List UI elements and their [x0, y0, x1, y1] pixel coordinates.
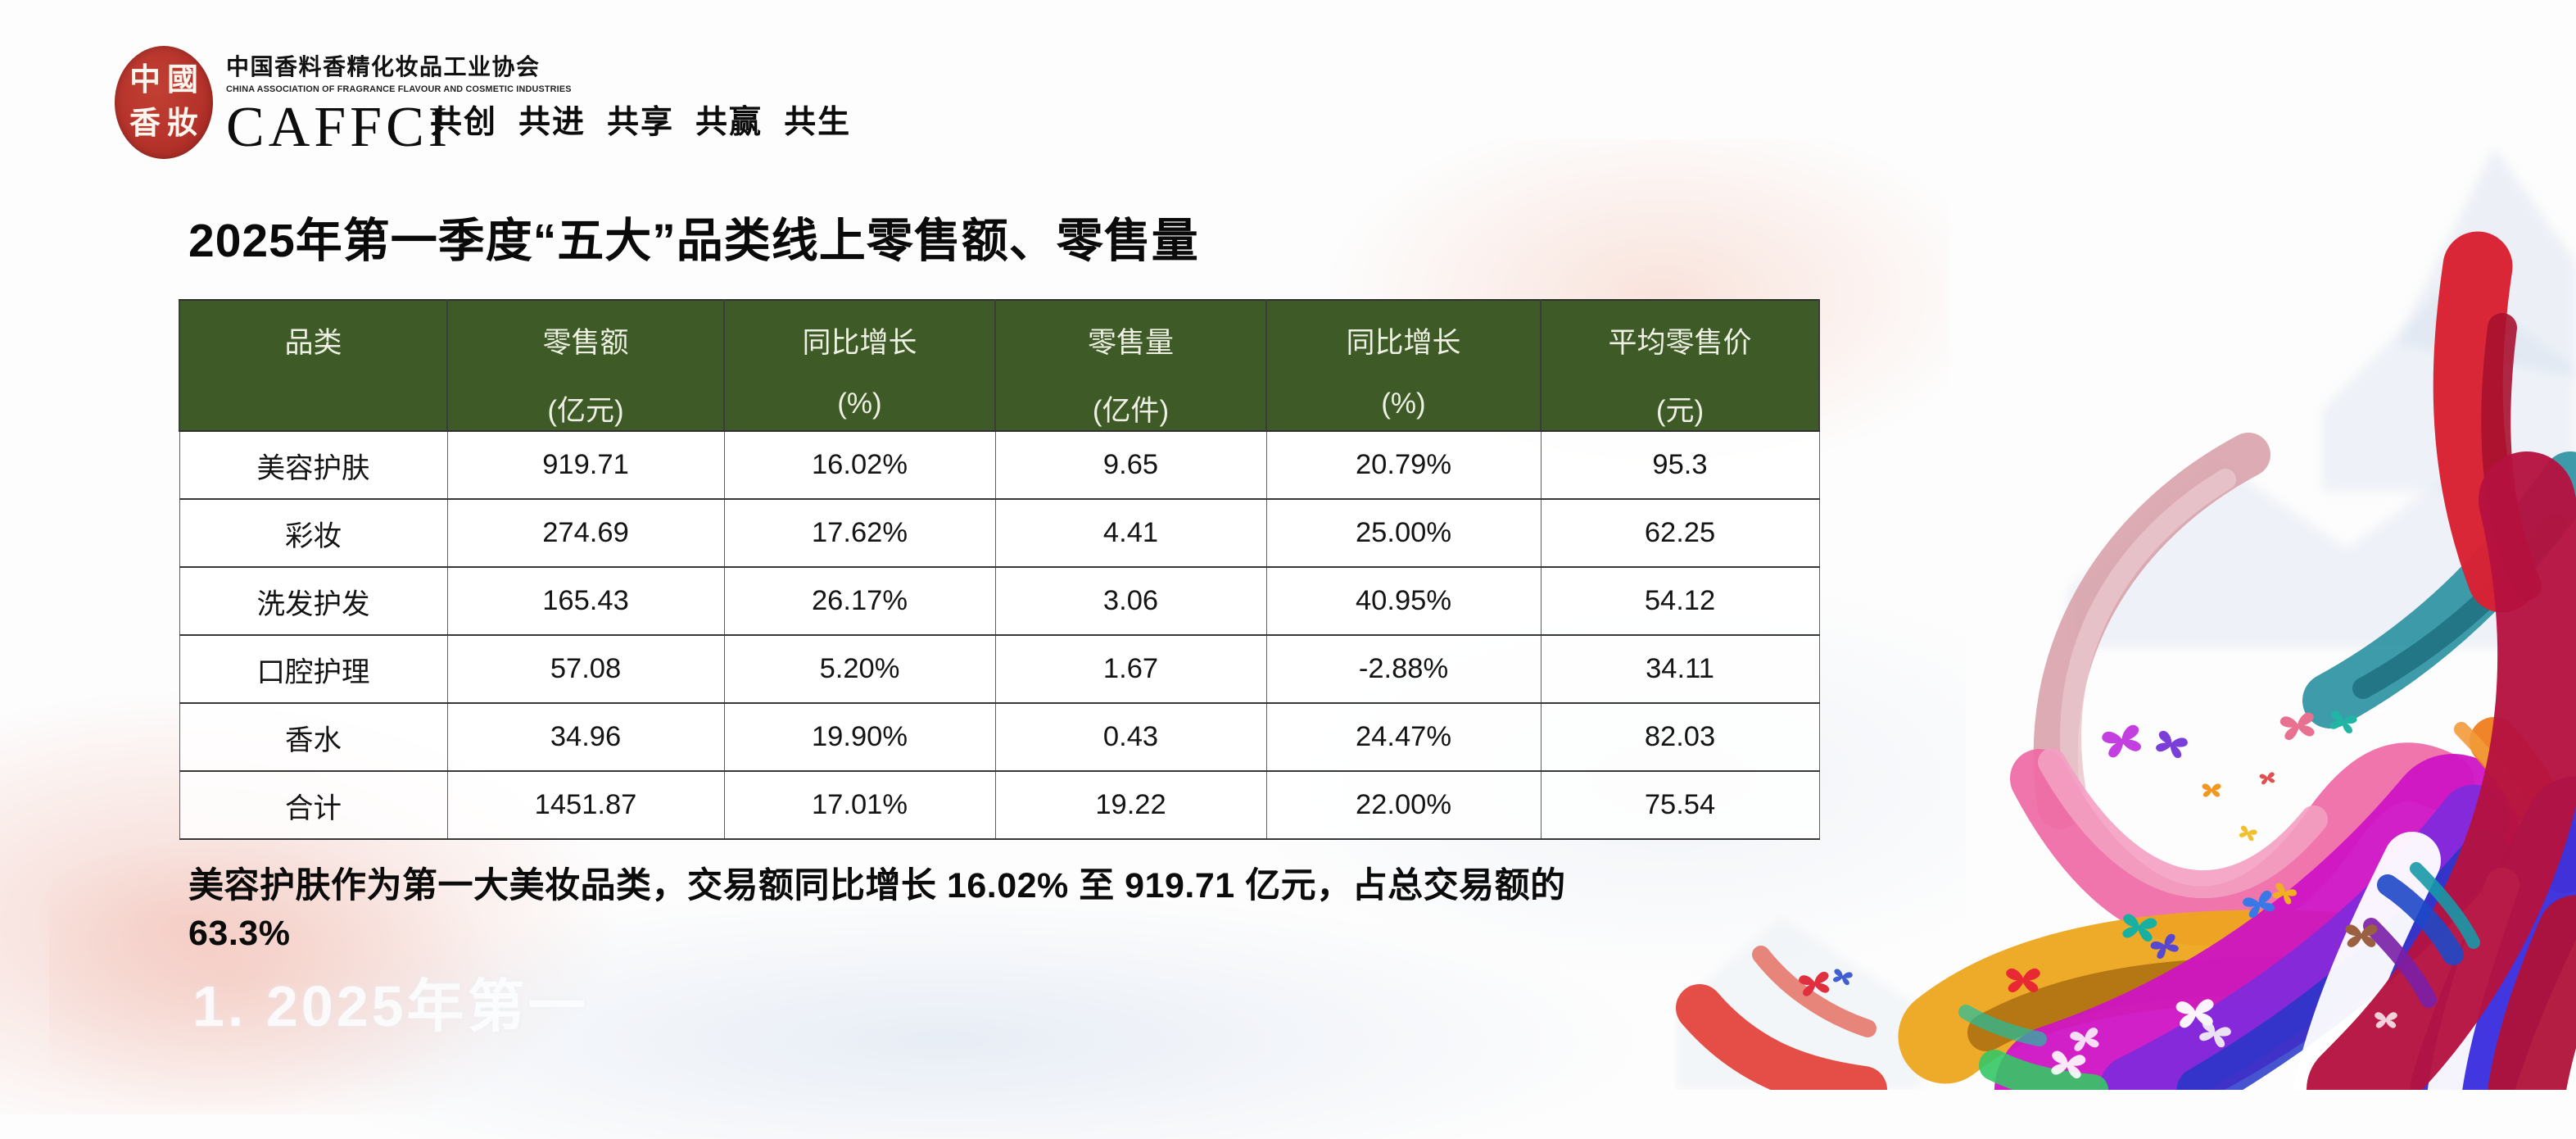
value-cell: 9.65 — [994, 430, 1267, 500]
value-cell: 19.90% — [723, 702, 996, 772]
category-cell: 合计 — [179, 770, 448, 840]
value-cell: 1451.87 — [446, 770, 725, 840]
red-brush-stroke — [2307, 231, 2576, 1090]
table-header-cell: 平均零售价 (元) — [1540, 299, 1820, 432]
header-line2: (元) — [1655, 395, 1705, 427]
table-row: 洗发护发 165.43 26.17% 3.06 40.95% 54.12 — [179, 566, 1820, 636]
header-line2: (%) — [1381, 388, 1426, 420]
value-cell: 4.41 — [994, 498, 1267, 568]
seal-char: 妝 — [166, 107, 198, 141]
slide: { "logo": { "seal_chars": ["中", "國", "香"… — [0, 46, 2576, 1139]
seal-char: 中 — [129, 63, 161, 98]
header-line2: (%) — [837, 388, 882, 420]
slogan-word: 共享 — [607, 105, 675, 140]
value-cell: 16.02% — [723, 430, 996, 500]
value-cell: 26.17% — [723, 566, 996, 636]
category-retail-table: 品类 零售额 (亿元) 同比增长 (%) 零售量 (亿件) 同比增长 (%) 平均零售价 (元) 美… — [179, 299, 1820, 840]
table-header-cell: 零售额 (亿元) — [446, 299, 725, 432]
value-cell: 40.95% — [1265, 566, 1542, 636]
header-line1: 同比增长 — [802, 327, 917, 359]
header-line1: 零售量 — [1087, 327, 1174, 359]
value-cell: 62.25 — [1540, 498, 1820, 568]
logo: 中國香妝 中国香料香精化妆品工业协会 CHINA ASSOCIATION OF … — [115, 46, 572, 165]
table-body: 美容护肤 919.71 16.02% 9.65 20.79% 95.3 彩妆 274.69 17… — [179, 430, 1820, 840]
table-header-row: 品类 零售额 (亿元) 同比增长 (%) 零售量 (亿件) 同比增长 (%) 平均零售价 (元) — [179, 299, 1820, 432]
red-accent-strokes — [1676, 946, 2108, 1090]
org-acronym: CAFFCI — [226, 96, 452, 159]
table-row: 香水 34.96 19.90% 0.43 24.47% 82.03 — [179, 702, 1820, 772]
value-cell: 57.08 — [446, 634, 725, 704]
value-cell: 95.3 — [1540, 430, 1820, 500]
value-cell: 1.67 — [994, 634, 1267, 704]
org-name-english: CHINA ASSOCIATION OF FRAGRANCE FLAVOUR A… — [226, 84, 572, 94]
table-header-cell: 零售量 (亿件) — [994, 299, 1267, 432]
table-header-cell: 品类 — [179, 299, 448, 432]
value-cell: 82.03 — [1540, 702, 1820, 772]
category-cell: 彩妆 — [179, 498, 448, 568]
summary-note: 美容护肤作为第一大美妆品类，交易额同比增长 16.02% 至 919.71 亿元… — [188, 862, 1818, 957]
table-header-cell: 同比增长 (%) — [1265, 299, 1542, 432]
category-cell: 口腔护理 — [179, 634, 448, 704]
table-row: 美容护肤 919.71 16.02% 9.65 20.79% 95.3 — [179, 430, 1820, 500]
category-cell: 洗发护发 — [179, 566, 448, 636]
value-cell: 24.47% — [1265, 702, 1542, 772]
value-cell: 17.62% — [723, 498, 996, 568]
header-line2: (亿件) — [1092, 395, 1170, 427]
value-cell: 20.79% — [1265, 430, 1542, 500]
table-row: 口腔护理 57.08 5.20% 1.67 -2.88% 34.11 — [179, 634, 1820, 704]
slogan-word: 共进 — [518, 105, 586, 140]
value-cell: 274.69 — [446, 498, 725, 568]
value-cell: 75.54 — [1540, 770, 1820, 840]
value-cell: 19.22 — [994, 770, 1267, 840]
summary-note-line1: 美容护肤作为第一大美妆品类，交易额同比增长 16.02% 至 919.71 亿元… — [188, 866, 1566, 905]
seal-characters: 中國香妝 — [126, 59, 201, 146]
header-line1: 同比增长 — [1346, 327, 1461, 359]
seal-char: 香 — [129, 107, 161, 141]
org-name-block: 中国香料香精化妆品工业协会 CHINA ASSOCIATION OF FRAGR… — [226, 46, 572, 157]
caffci-seal-icon: 中國香妝 — [115, 46, 213, 159]
category-cell: 香水 — [179, 702, 448, 772]
slogan-word: 共创 — [430, 105, 498, 140]
page-title: 2025年第一季度“五大”品类线上零售额、零售量 — [188, 215, 1199, 267]
rose-arc-stroke — [2033, 433, 2270, 829]
value-cell: 5.20% — [723, 634, 996, 704]
table-row: 合计 1451.87 17.01% 19.22 22.00% 75.54 — [179, 770, 1820, 840]
value-cell: 22.00% — [1265, 770, 1542, 840]
value-cell: 54.12 — [1540, 566, 1820, 636]
value-cell: 0.43 — [994, 702, 1267, 772]
paint-speckles — [2363, 862, 2480, 1008]
value-cell: 34.96 — [446, 702, 725, 772]
value-cell: -2.88% — [1265, 634, 1542, 704]
slogan: 共创 共进 共享 共赢 共生 — [430, 97, 851, 143]
header-line1: 平均零售价 — [1608, 327, 1752, 359]
value-cell: 919.71 — [446, 430, 725, 500]
watermark-text: 1. 2025年第一 — [192, 974, 589, 1038]
value-cell: 3.06 — [994, 566, 1267, 636]
summary-note-line2: 63.3% — [188, 914, 291, 953]
value-cell: 34.11 — [1540, 634, 1820, 704]
value-cell: 25.00% — [1265, 498, 1542, 568]
seal-char: 國 — [166, 63, 198, 98]
header-line2: (亿元) — [547, 395, 624, 427]
value-cell: 165.43 — [446, 566, 725, 636]
header-line1: 零售额 — [542, 327, 629, 359]
org-name-chinese: 中国香料香精化妆品工业协会 — [226, 54, 541, 79]
table-row: 彩妆 274.69 17.62% 4.41 25.00% 62.25 — [179, 498, 1820, 568]
table-header-cell: 同比增长 (%) — [723, 299, 996, 432]
category-cell: 美容护肤 — [179, 430, 448, 500]
slogan-word: 共赢 — [695, 105, 763, 140]
slogan-word: 共生 — [784, 105, 852, 140]
value-cell: 17.01% — [723, 770, 996, 840]
paint-splash-decoration — [1675, 147, 2576, 1090]
header-line1: 品类 — [284, 327, 342, 359]
